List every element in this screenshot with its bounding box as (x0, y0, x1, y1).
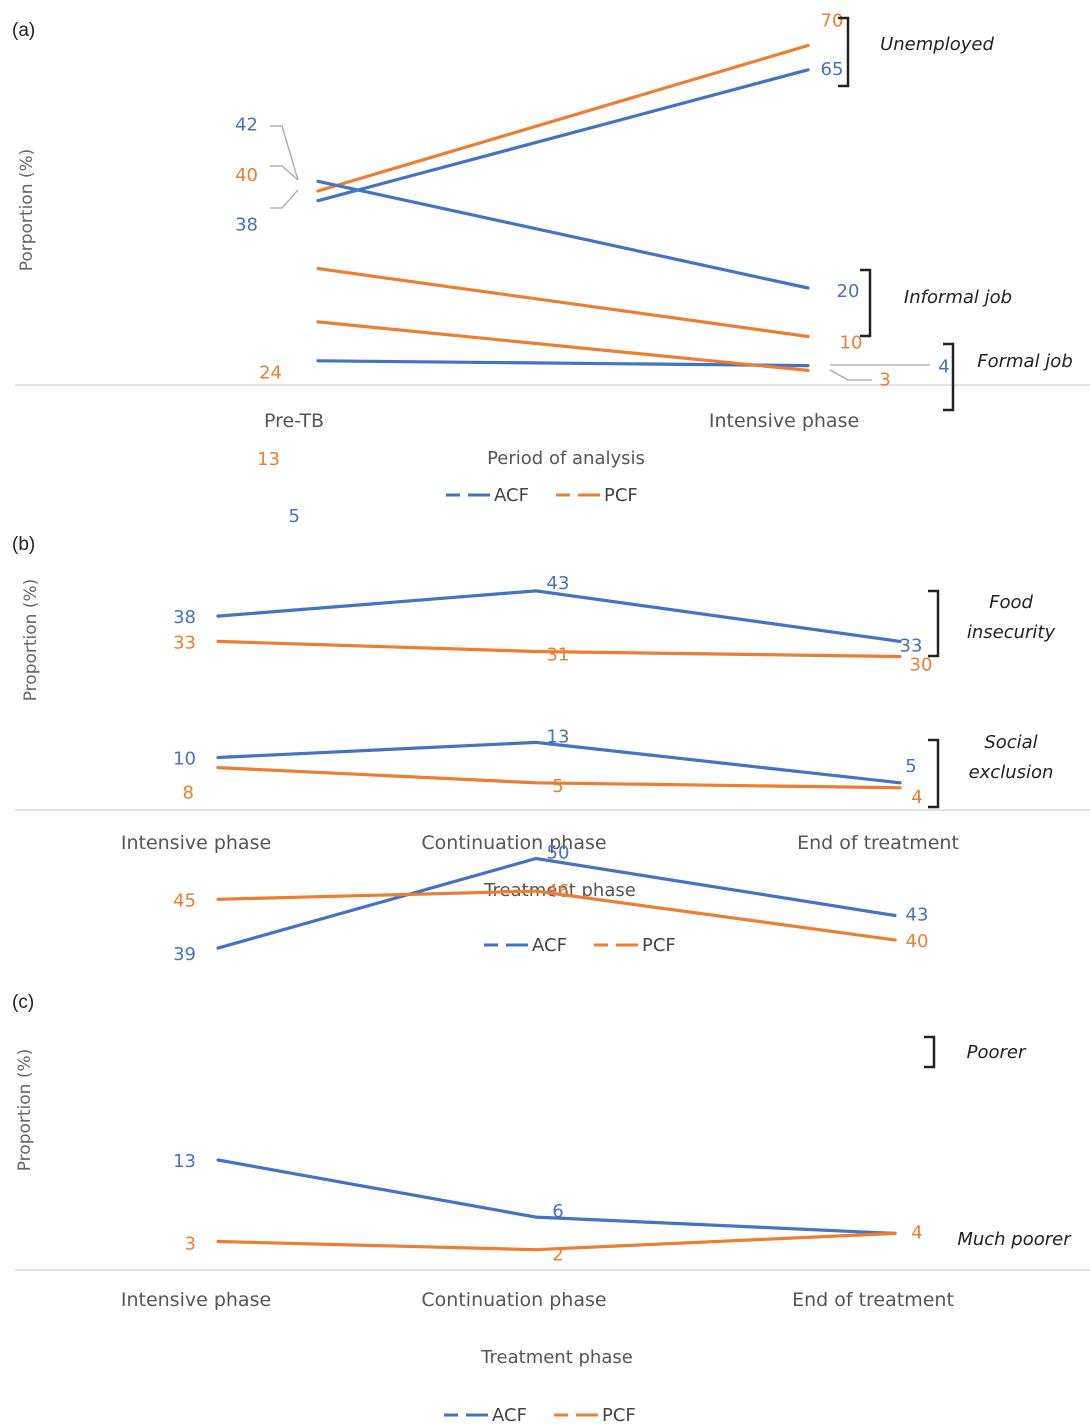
panel-a-legend-label-acf: ACF (494, 485, 529, 506)
panel-a-group-bracket (943, 342, 955, 412)
panel-b-data-label: 10 (173, 749, 196, 770)
panel-b-series-pcf-social-exclusion (216, 765, 902, 790)
panel-c-series-pcf-much-poorer (216, 1231, 897, 1252)
panel-b-group-bracket (928, 738, 940, 809)
panel-a-data-label: 4 (938, 357, 949, 378)
panel-c-x-axis-title: Treatment phase (480, 1347, 633, 1368)
panel-a-data-label: 24 (259, 363, 282, 384)
panel-a-data-label: 5 (289, 506, 300, 527)
panel-a-data-label: 70 (821, 11, 844, 32)
panel-c-data-label: 46 (547, 881, 570, 902)
panel-c-x-tick-label: End of treatment (792, 1289, 954, 1311)
panel-a-data-label: 10 (840, 333, 863, 354)
panel-a-group-label: Formal job (977, 351, 1073, 372)
panel-a-x-tick-label: Intensive phase (709, 410, 859, 432)
panel-a-series-acf-unemployed (316, 68, 810, 203)
panel-c-series-acf-much-poorer (216, 1158, 897, 1236)
panel-b-y-axis-title: Proportion (%) (21, 579, 41, 702)
panel-b-group-label: exclusion (969, 762, 1054, 783)
panel-a-data-label: 20 (837, 281, 860, 302)
panel-b-group-bracket (928, 589, 940, 658)
panel-a-leader-line (270, 189, 299, 209)
panel-b-legend-label-pcf: PCF (642, 935, 676, 956)
panel-c-series-pcf-poorer (216, 889, 897, 942)
panel-a-group-label: Informal job (904, 287, 1012, 308)
panel-b-series-pcf-food-insecurity (216, 639, 902, 659)
panel-c-data-label: 6 (552, 1201, 563, 1222)
panel-a-leader-line (829, 369, 872, 381)
panel-a-group-label: Unemployed (880, 34, 994, 55)
panel-b-data-label: 5 (552, 776, 563, 797)
panel-a-label: (a) (12, 20, 35, 41)
panel-c-x-tick-label: Intensive phase (121, 1289, 271, 1311)
panel-a-data-label: 3 (879, 369, 890, 390)
panel-b-data-label: 8 (183, 783, 194, 804)
panel-a-group-bracket (860, 268, 872, 338)
panel-a-data-label: 40 (235, 165, 258, 186)
panel-b-data-label: 38 (173, 607, 196, 628)
panel-c-legend-label-pcf: PCF (602, 1405, 636, 1424)
panel-b-x-axis-title: Treatment phase (483, 880, 636, 901)
panel-b-data-label: 33 (900, 635, 923, 656)
panel-b-group-label: Food (989, 592, 1033, 613)
panel-c-data-label: 13 (173, 1151, 196, 1172)
panel-a-series-pcf-unemployed (316, 43, 810, 193)
panel-b-data-label: 33 (173, 632, 196, 653)
panel-b-series-acf-social-exclusion (216, 740, 902, 785)
panel-c-series-acf-poorer (216, 856, 897, 950)
panel-b-data-label: 30 (910, 655, 933, 676)
panel-c-data-label: 3 (185, 1234, 196, 1255)
panel-b-data-label: 43 (547, 573, 570, 594)
panel-a-series-acf-formal-job (316, 359, 810, 368)
panel-a-leader-line (270, 165, 299, 181)
panel-b-x-tick-label: Intensive phase (121, 832, 271, 854)
panel-b-data-label: 13 (547, 726, 570, 747)
panel-a-group-bracket (838, 16, 850, 88)
panel-c-data-label: 45 (173, 890, 196, 911)
panel-b-data-label: 5 (905, 756, 916, 777)
panel-b-data-label: 31 (547, 644, 570, 665)
panel-c-data-label: 43 (906, 905, 929, 926)
panel-b-label: (b) (12, 534, 35, 555)
panel-c-data-label: 39 (173, 944, 196, 965)
panel-a-series-pcf-formal-job (316, 320, 810, 372)
panel-a-x-axis-title: Period of analysis (487, 448, 645, 469)
panel-a-data-label: 13 (257, 449, 280, 470)
panel-a-x-tick-label: Pre-TB (264, 410, 324, 432)
panel-b-x-tick-label: Continuation phase (421, 832, 606, 854)
panel-a-y-axis-title: Porportion (%) (17, 149, 37, 272)
panel-a-data-label: 65 (821, 59, 844, 80)
panel-b-series-acf-food-insecurity (216, 589, 902, 644)
panel-c-group-label: Poorer (967, 1042, 1027, 1063)
panel-c-legend-label-acf: ACF (492, 1405, 527, 1424)
panel-b-x-tick-label: End of treatment (797, 832, 959, 854)
panel-a-data-label: 38 (235, 215, 258, 236)
panel-c-data-label: 2 (552, 1245, 563, 1266)
panel-c-group-label: Much poorer (957, 1229, 1072, 1250)
panel-c-label: (c) (12, 992, 34, 1013)
panel-c-group-bracket (924, 1035, 936, 1069)
panel-c-data-label: 40 (906, 931, 929, 952)
panel-b-group-label: Social (984, 732, 1037, 753)
panel-c-x-tick-label: Continuation phase (421, 1289, 606, 1311)
panel-a-legend-label-pcf: PCF (604, 485, 638, 506)
panel-c-data-label: 4 (911, 1222, 922, 1243)
panel-a-series-acf-informal-job (316, 179, 810, 290)
panel-b-data-label: 4 (911, 787, 922, 808)
panel-a-data-label: 42 (235, 114, 258, 135)
panel-c-data-label: 50 (547, 843, 570, 864)
panel-a-leader-line (270, 125, 299, 181)
panel-c-y-axis-title: Proportion (%) (15, 1049, 35, 1172)
panel-a-series-pcf-informal-job (316, 267, 810, 339)
panel-b-group-label: insecurity (967, 622, 1056, 643)
panel-b-legend-label-acf: ACF (532, 935, 567, 956)
